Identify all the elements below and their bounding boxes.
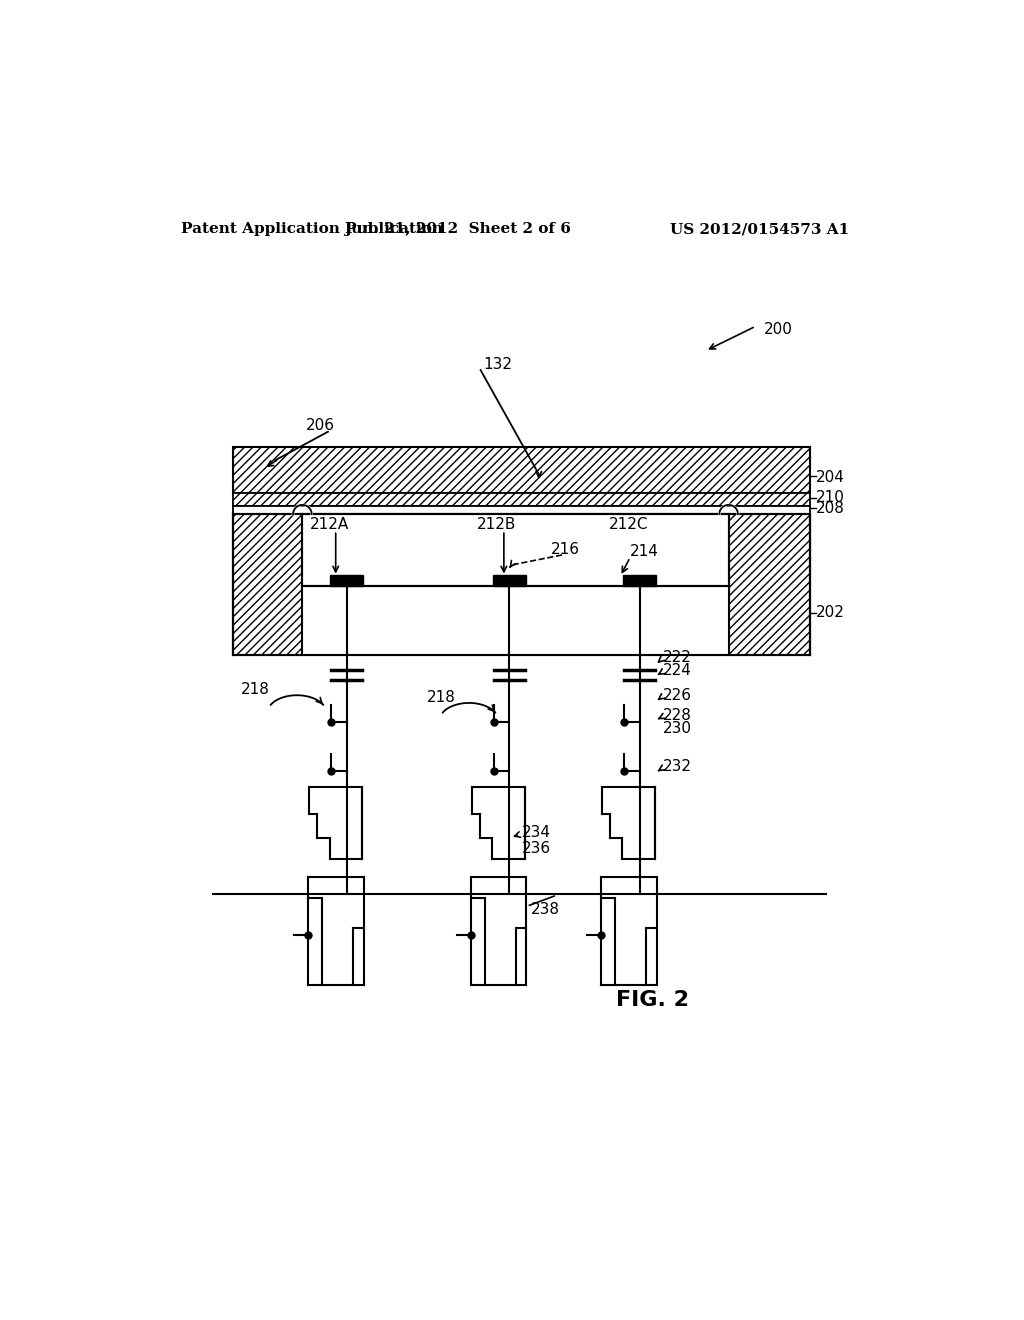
Bar — [232, 494, 810, 507]
Bar — [232, 447, 810, 494]
Text: 218: 218 — [241, 682, 269, 697]
Text: Jun. 21, 2012  Sheet 2 of 6: Jun. 21, 2012 Sheet 2 of 6 — [344, 222, 570, 236]
Text: 208: 208 — [816, 502, 845, 516]
Text: 222: 222 — [663, 649, 691, 665]
Text: 206: 206 — [306, 418, 335, 433]
Bar — [302, 586, 729, 655]
Text: 212B: 212B — [477, 516, 516, 532]
Bar — [232, 515, 810, 655]
Text: 216: 216 — [550, 543, 580, 557]
Bar — [624, 576, 655, 586]
Bar — [302, 513, 729, 586]
Bar — [331, 576, 362, 586]
Text: 226: 226 — [663, 688, 692, 704]
Bar — [493, 576, 525, 586]
Bar — [232, 507, 810, 515]
Text: 200: 200 — [764, 322, 793, 337]
Text: FIG. 2: FIG. 2 — [616, 990, 689, 1010]
Text: 212A: 212A — [310, 516, 349, 532]
Text: 234: 234 — [521, 825, 551, 841]
Text: 236: 236 — [521, 841, 551, 855]
Text: US 2012/0154573 A1: US 2012/0154573 A1 — [671, 222, 850, 236]
Text: 230: 230 — [663, 721, 692, 735]
Text: 214: 214 — [630, 544, 659, 558]
Text: 224: 224 — [663, 663, 691, 678]
Text: 210: 210 — [816, 490, 845, 504]
Text: 132: 132 — [483, 358, 512, 372]
Text: 204: 204 — [816, 470, 845, 486]
Text: 218: 218 — [426, 690, 456, 705]
Text: 232: 232 — [663, 759, 692, 775]
Text: 228: 228 — [663, 708, 691, 722]
Text: 238: 238 — [531, 902, 560, 916]
Text: Patent Application Publication: Patent Application Publication — [180, 222, 442, 236]
Text: 202: 202 — [816, 605, 845, 620]
Text: 212C: 212C — [608, 516, 648, 532]
